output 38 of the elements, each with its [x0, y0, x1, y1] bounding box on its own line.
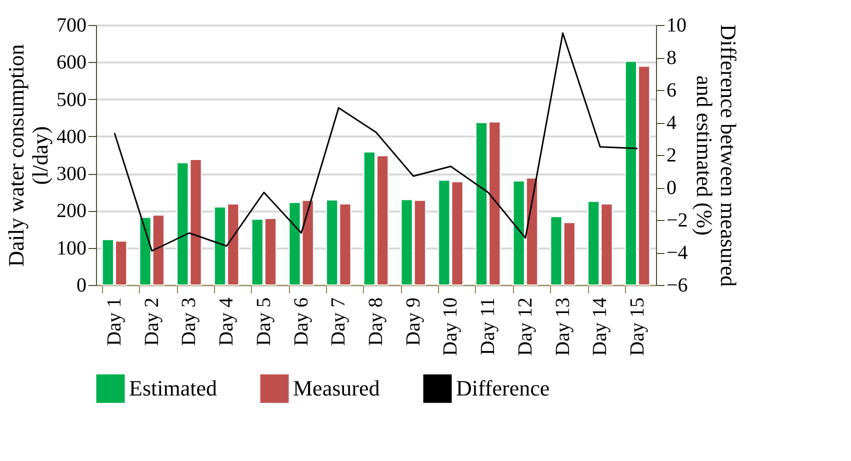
- x-tick-label: Day 8: [365, 298, 387, 346]
- line-series: [114, 32, 638, 252]
- y2-tick-label: 8: [666, 47, 676, 69]
- y2-axis-title: Difference between measured and estimated (%): [692, 24, 741, 287]
- y-tick-label: 400: [56, 126, 86, 148]
- y2-tick-label: 6: [666, 80, 676, 102]
- legend-label: Estimated: [129, 376, 217, 401]
- y2-tick-label: 0: [666, 177, 676, 199]
- x-tick-label: Day 15: [626, 298, 649, 356]
- y2-tick-label: 2: [666, 144, 676, 166]
- y-axis-title: Daily water consumption (l/day): [4, 44, 52, 267]
- x-tick-label: Day 13: [552, 298, 574, 356]
- y-tick-label: 100: [56, 237, 86, 260]
- y-tick-label: 500: [56, 88, 86, 111]
- x-tick-label: Day 6: [290, 298, 312, 346]
- y2-tick-label: 4: [666, 112, 676, 134]
- x-tick-label: Day 11: [477, 298, 500, 356]
- y2-tick-label: −6: [666, 274, 688, 296]
- y2-tick-label: −4: [666, 242, 688, 264]
- x-tick-label: Day 12: [514, 298, 536, 356]
- y-tick-label: 300: [56, 163, 86, 186]
- y2-tick-label: 10: [666, 14, 686, 36]
- x-tick-label: Day 5: [252, 298, 275, 346]
- x-tick-label: Day 7: [328, 298, 350, 346]
- y2-tick-label: −2: [666, 210, 688, 232]
- x-tick-label: Day 10: [440, 298, 462, 356]
- x-tick-label: Day 3: [178, 298, 200, 346]
- y-tick-label: 700: [56, 14, 86, 36]
- x-tick-label: Day 1: [103, 298, 126, 346]
- x-tick-label: Day 14: [589, 298, 612, 356]
- x-tick-label: Day 9: [402, 298, 424, 346]
- y-tick-label: 200: [56, 200, 86, 222]
- legend-label: Measured: [293, 376, 380, 401]
- x-tick-label: Day 4: [216, 298, 238, 346]
- y-tick-label: 600: [56, 52, 86, 74]
- y-tick-label: 0: [76, 274, 86, 296]
- x-tick-label: Day 2: [140, 298, 163, 346]
- legend-label: Difference: [456, 376, 550, 401]
